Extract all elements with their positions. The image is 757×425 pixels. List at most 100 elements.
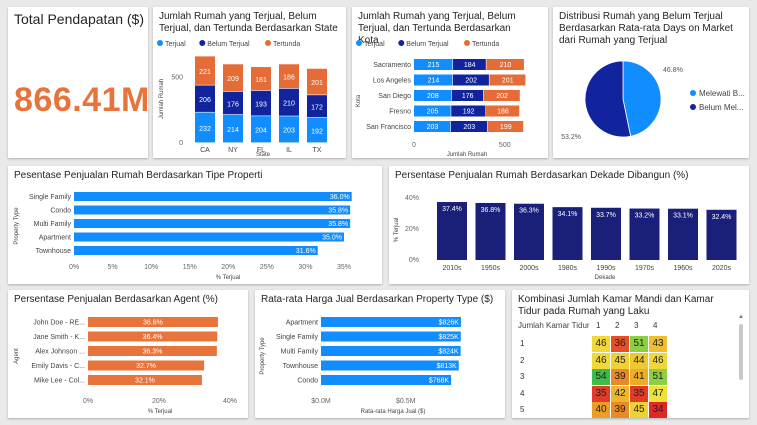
heatmap-cell: 47 (649, 385, 667, 402)
bar (321, 346, 461, 356)
heatmap-cell: 51 (630, 336, 648, 352)
bar-segment (487, 121, 524, 132)
bar (321, 317, 461, 327)
y-tick-label: 0% (409, 257, 419, 264)
bar (552, 207, 583, 260)
x-tick-label: IL (286, 147, 292, 154)
data-label: 214 (227, 127, 239, 134)
data-label: 209 (227, 76, 239, 83)
data-label: 232 (199, 126, 211, 133)
data-label: 203 (463, 124, 475, 131)
legend-label: Belum Terjual (207, 41, 250, 48)
y-tick-label: Sacramento (373, 62, 411, 69)
data-label: $825K (439, 334, 460, 341)
legend-marker (265, 40, 271, 46)
pie-slice (584, 60, 632, 138)
heatmap-row-header: Jumlah Kamar Tidur (518, 321, 590, 330)
y-tick-label: 0 (179, 140, 183, 147)
legend-label: Belum Terjual (406, 41, 449, 48)
data-label: 36.8% (481, 207, 501, 214)
bar-segment (451, 90, 484, 101)
y-axis-label: Property Type (14, 207, 20, 245)
x-tick-label: 0 (412, 142, 416, 149)
bar-segment (453, 59, 486, 70)
heatmap-cell: 40 (592, 402, 610, 418)
pie-slice (622, 60, 662, 137)
bar-segment (483, 90, 520, 101)
y-tick-label: Fresno (389, 109, 411, 116)
heatmap-grid: Jumlah Kamar Tidur 1 2 3 4 1 46 36 51 43 2 46 45 44 46… (512, 290, 749, 418)
bar (321, 360, 459, 371)
y-tick-label: Condo (297, 378, 318, 385)
bar-segment (452, 74, 489, 86)
heatmap-row-label: 5 (520, 405, 525, 414)
x-tick-label: 10% (144, 264, 158, 271)
data-label: 186 (497, 109, 509, 116)
data-label: 176 (462, 93, 474, 100)
x-tick-label: 15% (183, 264, 197, 271)
data-label: 33.7% (596, 212, 616, 219)
bar-segment (195, 56, 215, 85)
x-tick-label: CA (200, 147, 210, 154)
legend-marker (690, 104, 696, 110)
bar-segment (223, 91, 243, 115)
y-axis-label: Agent (14, 348, 20, 364)
state-chart-card: Jumlah Rumah yang Terjual, Belum Terjual… (153, 7, 346, 158)
bar-segment (307, 117, 327, 143)
data-label: 34.1% (558, 211, 578, 218)
x-axis-label: Dekade (595, 275, 616, 281)
data-label: 181 (255, 77, 267, 84)
legend-marker (398, 40, 405, 46)
x-tick-label: 2010s (442, 265, 462, 272)
x-tick-label: 2020s (712, 265, 732, 272)
data-label: $824K (438, 349, 459, 356)
legend-label: Terjual (165, 41, 186, 48)
y-tick-label: Townhouse (36, 248, 72, 255)
legend-label: Tertunda (472, 41, 499, 48)
y-tick-label: 20% (405, 226, 419, 233)
x-axis-label: % Terjual (216, 275, 241, 281)
data-label: 210 (283, 101, 295, 108)
data-label: 184 (464, 62, 476, 69)
data-label: 201 (311, 80, 323, 87)
heatmap-column-label: 2 (615, 321, 620, 330)
x-tick-label: 5% (108, 264, 118, 271)
bar (706, 209, 737, 260)
data-label: 35.8% (328, 208, 348, 215)
bar (88, 375, 202, 385)
dekade-chart: % Terjual 0% 20% 40% 37.4% 2010s 36.8% 1950s 36.… (394, 195, 737, 281)
bar-segment (251, 67, 271, 91)
legend-label: Belum Mel... (699, 103, 743, 112)
x-tick-label: $0.0M (311, 398, 331, 405)
heatmap-scrollbar[interactable] (739, 324, 743, 380)
data-label: 35.0% (322, 235, 342, 242)
heatmap-cell: 35 (592, 385, 610, 402)
data-label: 36.4% (143, 334, 163, 341)
tipe-chart-card: Pesentase Penjualan Rumah Berdasarkan Ti… (8, 166, 382, 284)
data-label: 35.8% (328, 221, 348, 228)
data-label: 31.6% (296, 248, 316, 255)
pie-chart-card: Distribusi Rumah yang Belum Terjual Berd… (553, 7, 749, 158)
data-label: 36.3% (143, 349, 163, 356)
pie-value-label: 46.8% (663, 67, 683, 74)
x-axis-label: Rata-rata Harga Jual ($) (361, 409, 426, 415)
heatmap-title: Kombinasi Jumlah Kamar Mandi dan Kamar T… (518, 294, 714, 317)
bar (321, 331, 461, 342)
bar (629, 208, 660, 260)
data-label: 208 (427, 93, 439, 100)
x-tick-label: 1980s (558, 265, 578, 272)
bar-segment (489, 74, 526, 86)
heatmap-cell: 35 (630, 385, 648, 402)
bar-segment (279, 116, 299, 143)
y-tick-label: Multi Family (34, 221, 72, 228)
x-tick-label: 2000s (519, 265, 539, 272)
heatmap-column-label: 4 (653, 321, 658, 330)
data-label: $826K (439, 320, 460, 327)
x-tick-label: 20% (221, 264, 235, 271)
scroll-up-icon[interactable]: ▲ (738, 314, 744, 320)
kpi-value: 866.41M (14, 81, 148, 119)
data-label: 193 (255, 102, 267, 109)
x-tick-label: 30% (298, 264, 312, 271)
y-tick-label: Alex Johnson ... (35, 349, 85, 356)
data-label: 186 (283, 74, 295, 81)
